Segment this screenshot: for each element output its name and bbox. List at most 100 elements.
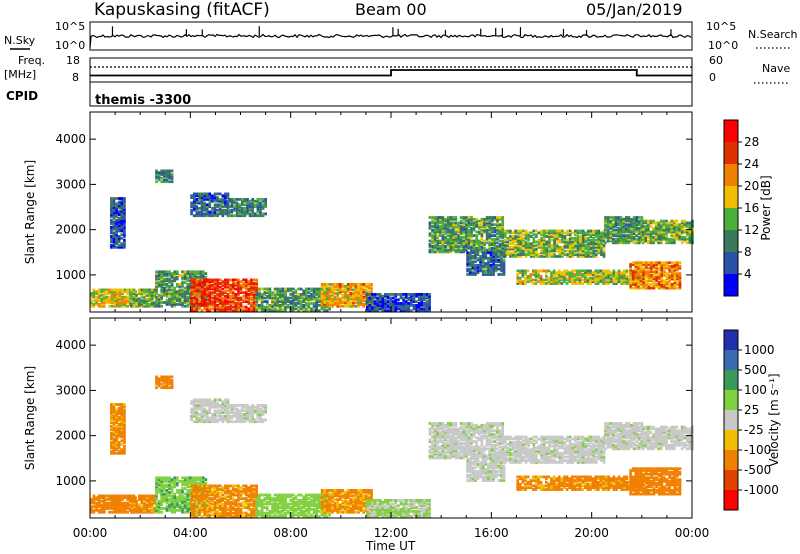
power-cell [165, 293, 169, 297]
power-cell [612, 216, 615, 219]
power-cell [602, 231, 606, 235]
power-cell [631, 270, 635, 274]
power-cell [231, 309, 235, 313]
power-cell [503, 235, 507, 238]
power-cell [323, 299, 326, 303]
power-cell [584, 244, 588, 247]
power-cell [195, 198, 199, 201]
power-cell [446, 226, 450, 230]
power-cell [501, 239, 504, 243]
power-cell [555, 236, 559, 240]
power-cell [328, 292, 332, 295]
power-cell [454, 239, 458, 243]
power-cell [668, 284, 671, 288]
power-cell [521, 282, 525, 285]
power-cell [237, 300, 240, 303]
power-cell [566, 249, 569, 253]
power-cell [365, 298, 369, 302]
power-cell [302, 296, 305, 300]
power-cell [620, 274, 623, 278]
power-cell [381, 303, 385, 307]
power-cell [165, 169, 169, 173]
power-cell [208, 201, 212, 205]
power-cell [462, 245, 465, 248]
power-cell [261, 205, 265, 208]
power-cell [105, 301, 109, 304]
velocity-cell [137, 509, 141, 512]
power-cell [563, 236, 567, 240]
power-cell [186, 301, 189, 304]
velocity-cell [116, 510, 119, 514]
power-cell [110, 209, 113, 213]
power-cell [286, 296, 290, 300]
power-cell [292, 303, 295, 307]
power-cell [439, 241, 442, 245]
power-cell [623, 280, 626, 284]
power-cell [108, 292, 111, 295]
power-cell [655, 283, 658, 286]
power-cell [574, 253, 577, 256]
power-cell [211, 198, 214, 201]
velocity-cell [178, 503, 182, 507]
power-cell [160, 275, 163, 279]
power-cell [252, 283, 256, 287]
power-cell [639, 270, 643, 274]
power-cell [208, 194, 212, 198]
power-cell [307, 291, 311, 294]
power-cell [673, 219, 676, 223]
power-cell [108, 301, 111, 304]
power-cell [644, 219, 647, 223]
power-cell [389, 303, 392, 307]
power-cell [660, 270, 664, 274]
power-cell [192, 293, 196, 296]
velocity-cell [148, 503, 151, 507]
power-cell [216, 280, 219, 284]
power-cell [617, 239, 620, 243]
power-cell [231, 302, 235, 305]
power-cell [224, 280, 227, 284]
power-cell [622, 234, 625, 237]
power-cell [459, 221, 463, 225]
power-cell [110, 297, 114, 301]
power-cell [441, 236, 445, 239]
power-cell [339, 283, 342, 286]
power-cell [600, 242, 603, 246]
power-cell [181, 281, 184, 284]
power-cell [241, 210, 244, 214]
power-cell [479, 255, 482, 258]
power-cell [224, 283, 227, 287]
power-cell [160, 286, 163, 290]
power-cell [446, 216, 450, 219]
power-cell [299, 302, 303, 305]
velocity-cell [97, 510, 101, 514]
power-cell [302, 289, 305, 293]
velocity-cell [183, 478, 187, 481]
power-cell [524, 273, 527, 276]
power-cell [325, 309, 329, 313]
power-cell [470, 241, 473, 245]
power-cell [137, 290, 141, 294]
power-cell [344, 297, 347, 301]
power-cell [238, 214, 241, 218]
power-cell [553, 247, 556, 251]
power-cell [105, 292, 109, 295]
power-cell [336, 292, 339, 295]
power-cell [112, 226, 116, 229]
power-cell [617, 234, 620, 237]
power-cell [423, 303, 426, 307]
power-cell [191, 270, 195, 274]
power-cell [143, 299, 146, 303]
power-cell [465, 225, 468, 228]
power-cell [260, 307, 264, 311]
power-cell [522, 253, 525, 256]
power-cell [436, 223, 439, 227]
power-cell [143, 301, 146, 304]
power-cell [428, 248, 432, 252]
velocity-cell [118, 503, 122, 507]
power-cell [132, 299, 136, 303]
power-cell [399, 307, 403, 311]
power-cell [635, 219, 638, 223]
power-cell [660, 241, 663, 245]
power-cell [644, 228, 647, 232]
velocity-cell [157, 489, 161, 492]
